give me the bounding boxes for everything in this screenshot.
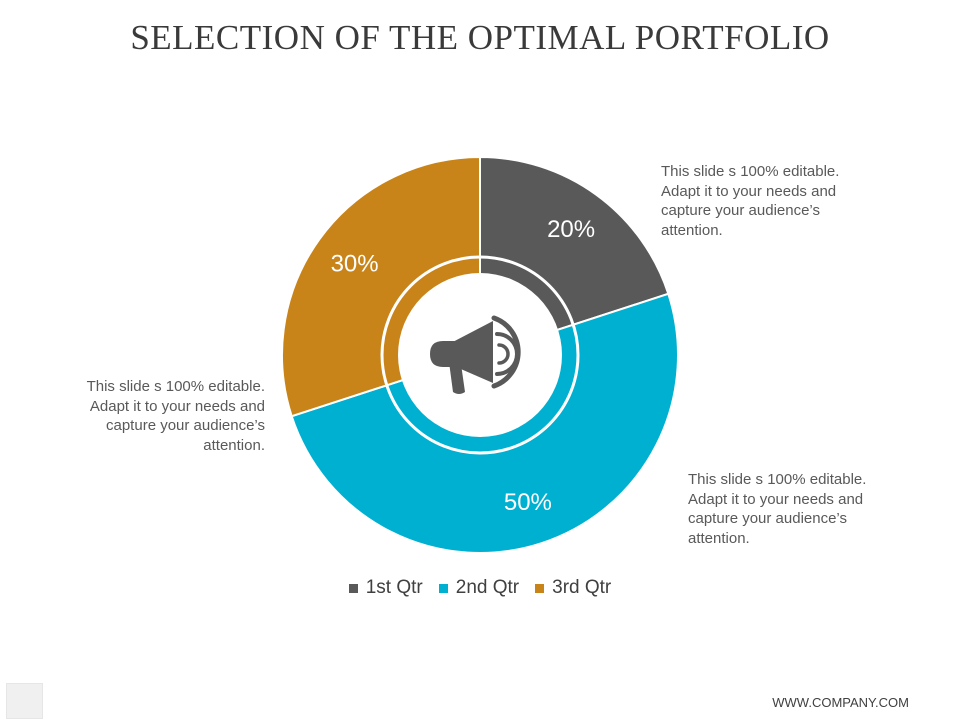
legend-swatch bbox=[535, 583, 545, 593]
legend-label: 3rd Qtr bbox=[552, 577, 612, 598]
legend-item-1st-qtr: 1st Qtr bbox=[348, 577, 423, 599]
legend-label: 1st Qtr bbox=[365, 577, 423, 598]
slice-label: 30% bbox=[331, 250, 379, 277]
legend-swatch bbox=[438, 583, 448, 593]
slide-thumbnail-box bbox=[6, 683, 43, 719]
legend-swatch bbox=[348, 583, 358, 593]
note-left: This slide s 100% editable. Adapt it to … bbox=[86, 378, 265, 454]
footer-website: WWW.COMPANY.COM bbox=[772, 695, 909, 710]
chart-legend: 1st Qtr 2nd Qtr 3rd Qtr bbox=[0, 577, 960, 599]
slice-label: 50% bbox=[504, 489, 552, 516]
legend-item-3rd-qtr: 3rd Qtr bbox=[535, 577, 611, 599]
legend-item-2nd-qtr: 2nd Qtr bbox=[438, 577, 520, 599]
megaphone-icon bbox=[430, 315, 521, 394]
slice-label: 20% bbox=[547, 216, 595, 243]
legend-label: 2nd Qtr bbox=[455, 577, 520, 598]
slide-title: SELECTION OF THE OPTIMAL PORTFOLIO bbox=[130, 18, 830, 57]
chart-slice-labels: 20% 50% 30% bbox=[331, 216, 596, 516]
note-bottom-right: This slide s 100% editable. Adapt it to … bbox=[688, 471, 867, 547]
inner-ring bbox=[380, 255, 580, 455]
note-top-right: This slide s 100% editable. Adapt it to … bbox=[661, 163, 840, 239]
